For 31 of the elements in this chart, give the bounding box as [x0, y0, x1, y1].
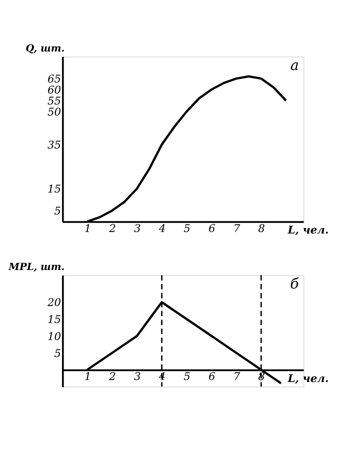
x-tick-label: 1 [84, 222, 92, 235]
y-tick-label: 50 [48, 106, 62, 119]
y-tick-label: 5 [54, 204, 62, 218]
x-tick-label: 7 [233, 370, 240, 384]
y-tick-label: 5 [54, 346, 62, 360]
x-axis-title: L, чел. [286, 224, 329, 237]
y-tick-label: 65 [48, 72, 62, 86]
x-tick-label: 1 [84, 370, 92, 384]
x-tick-label: 6 [208, 222, 216, 235]
y-tick-label: 35 [48, 138, 62, 152]
y-axis-title: Q, шт. [26, 44, 65, 55]
y-tick-label: 15 [48, 182, 62, 196]
annotation: а [290, 58, 299, 74]
x-axis-title: L, чел. [286, 372, 329, 385]
x-tick-label: 4 [158, 222, 166, 235]
y-axis-title: MPL, шт. [8, 262, 65, 274]
x-tick-label: 5 [184, 222, 191, 235]
x-tick-label: 2 [108, 370, 116, 384]
x-tick-label: 7 [233, 222, 240, 235]
x-tick-label: 5 [184, 370, 191, 384]
x-tick-label: 3 [134, 370, 141, 384]
x-tick-label: 2 [108, 222, 116, 235]
y-tick-label: 10 [48, 330, 62, 343]
y-tick-label: 60 [48, 84, 62, 97]
x-tick-label: 6 [208, 370, 216, 384]
annotation: б [290, 276, 300, 293]
x-tick-label: 8 [258, 222, 266, 235]
y-tick-label: 15 [48, 313, 62, 326]
x-tick-label: 3 [134, 222, 141, 235]
y-tick-label: 20 [46, 296, 62, 310]
y-tick-label: 55 [48, 94, 62, 108]
